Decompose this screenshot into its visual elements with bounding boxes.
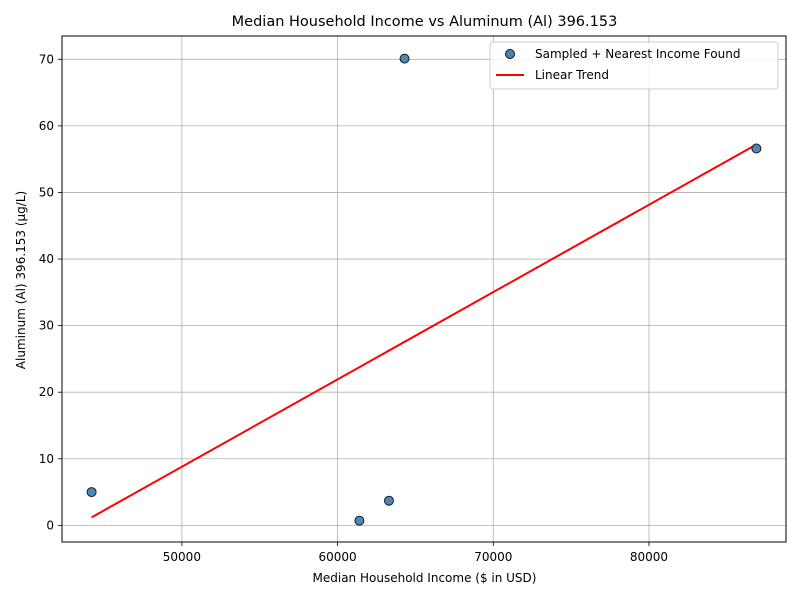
data-point <box>399 53 410 64</box>
y-tick-label: 0 <box>46 518 54 532</box>
y-tick-label: 10 <box>39 452 54 466</box>
grid-layer <box>62 36 786 542</box>
chart-title: Median Household Income vs Aluminum (Al)… <box>232 14 618 30</box>
y-axis-ticks: 0 10 20 30 40 50 60 70 <box>39 52 62 532</box>
y-tick-label: 20 <box>39 385 54 399</box>
y-tick-label: 40 <box>39 252 54 266</box>
trend-line <box>91 143 757 519</box>
data-point <box>383 495 394 506</box>
x-tick-label: 80000 <box>630 550 668 564</box>
trend-layer <box>91 143 757 519</box>
legend-label-trend: Linear Trend <box>535 68 609 82</box>
legend: Sampled + Nearest Income Found Linear Tr… <box>489 41 779 90</box>
y-tick-label: 30 <box>39 319 54 333</box>
x-axis-ticks: 50000 60000 70000 80000 <box>163 542 668 564</box>
x-tick-label: 60000 <box>318 550 356 564</box>
legend-box <box>489 41 779 90</box>
legend-label-scatter: Sampled + Nearest Income Found <box>535 47 740 61</box>
data-point <box>751 143 762 154</box>
legend-scatter-marker <box>505 49 515 59</box>
data-point <box>354 515 365 526</box>
plot-frame <box>61 35 787 543</box>
y-axis-label: Aluminum (Al) 396.153 (µg/L) <box>14 191 28 369</box>
x-tick-label: 50000 <box>163 550 201 564</box>
x-axis-label: Median Household Income ($ in USD) <box>313 571 537 585</box>
y-tick-label: 50 <box>39 185 54 199</box>
y-tick-label: 60 <box>39 119 54 133</box>
y-tick-label: 70 <box>39 52 54 66</box>
x-tick-label: 70000 <box>474 550 512 564</box>
data-point <box>86 487 97 498</box>
points-layer <box>86 53 762 526</box>
